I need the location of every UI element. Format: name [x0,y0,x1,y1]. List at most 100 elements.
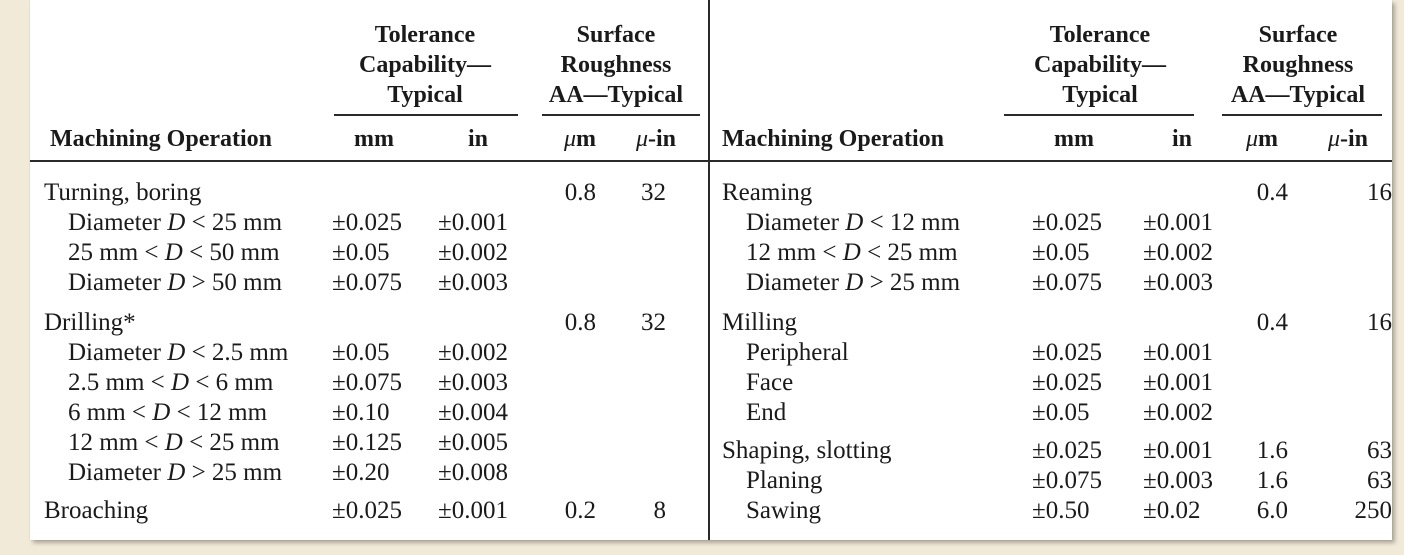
tolerance-in: ±0.002 [1143,239,1213,266]
col-header-operation: Machining Operation [722,126,945,152]
col-header-in: in [467,126,488,152]
operation-name: 6 mm < D < 12 mm [68,399,268,426]
mu-symbol: μ [1327,126,1341,152]
group-header-line: Capability— [1033,52,1167,78]
table-row: Diameter D < 25 mm ±0.025 ±0.001 [30,208,708,238]
operation-name: Drilling* [44,309,136,336]
tolerance-mm: ±0.075 [1032,269,1102,296]
tolerance-mm: ±0.50 [1032,497,1090,524]
table-row: Drilling* 0.8 32 [30,308,708,338]
tolerance-mm: ±0.025 [1032,369,1102,396]
unit-text: -in [648,126,677,152]
tolerance-mm: ±0.025 [332,209,402,236]
operation-name: Diameter D < 25 mm [68,209,283,236]
tolerance-mm: ±0.05 [332,339,390,366]
table-row: Broaching ±0.025 ±0.001 0.2 8 [30,496,708,526]
left-table-half: Tolerance Capability— Typical Surface Ro… [30,0,708,540]
operation-name: Reaming [722,179,813,206]
operation-name: Diameter D < 12 mm [746,209,961,236]
operation-name: Turning, boring [44,179,202,206]
table-row: Shaping, slotting ±0.025 ±0.001 1.6 63 [710,436,1392,466]
group-header-line: Tolerance [1049,22,1151,48]
group-header-line: Surface [1258,22,1338,48]
col-header-uin: μ-in [1316,124,1380,154]
operation-name: Face [746,369,794,396]
mu-symbol: μ [1245,126,1259,152]
operation-name: Diameter D > 25 mm [68,459,283,486]
operation-name: Planing [746,467,823,494]
roughness-uin: 32 [641,179,666,206]
table-row: Sawing ±0.50 ±0.02 6.0 250 [710,496,1392,526]
roughness-um: 0.4 [1256,309,1288,336]
tolerance-in: ±0.001 [438,497,508,524]
operation-name: Milling [722,309,798,336]
tolerance-group-header: Tolerance Capability— Typical [330,20,520,110]
tolerance-in: ±0.001 [1143,369,1213,396]
roughness-group-header: Surface Roughness AA—Typical [1208,20,1388,110]
roughness-uin: 250 [1354,497,1393,524]
table-row: 12 mm < D < 25 mm ±0.125 ±0.005 [30,428,708,458]
group-header-line: Typical [387,82,463,108]
col-header-in: in [1171,126,1192,152]
tolerance-in: ±0.001 [438,209,508,236]
tolerance-group-rule [334,114,518,116]
tolerance-in: ±0.002 [1143,399,1213,426]
operation-name: 12 mm < D < 25 mm [68,429,280,456]
roughness-group-header: Surface Roughness AA—Typical [526,20,706,110]
tolerance-mm: ±0.075 [1032,467,1102,494]
column-divider [708,0,710,540]
table-row: 2.5 mm < D < 6 mm ±0.075 ±0.003 [30,368,708,398]
group-header-line: Roughness [560,52,672,78]
right-table-half: Tolerance Capability— Typical Surface Ro… [710,0,1392,540]
mu-symbol: μ [635,126,649,152]
roughness-uin: 16 [1367,309,1392,336]
tolerance-in: ±0.001 [1143,339,1213,366]
operation-name: Diameter D < 2.5 mm [68,339,289,366]
table-row: 6 mm < D < 12 mm ±0.10 ±0.004 [30,398,708,428]
table-row: Diameter D < 12 mm ±0.025 ±0.001 [710,208,1392,238]
unit-text: m [576,126,597,152]
unit-text: -in [1340,126,1369,152]
tolerance-group-header: Tolerance Capability— Typical [1002,20,1198,110]
machining-tolerance-table: Tolerance Capability— Typical Surface Ro… [30,0,1392,540]
operation-name: 12 mm < D < 25 mm [746,239,958,266]
tolerance-in: ±0.003 [438,369,508,396]
roughness-um: 1.6 [1256,467,1288,494]
operation-name: End [746,399,787,426]
tolerance-mm: ±0.075 [332,369,402,396]
mu-symbol: μ [563,126,577,152]
operation-name: Peripheral [746,339,849,366]
operation-name: Diameter D > 50 mm [68,269,283,296]
group-header-line: Typical [1062,82,1138,108]
table-row: Face ±0.025 ±0.001 [710,368,1392,398]
tolerance-in: ±0.02 [1143,497,1201,524]
tolerance-in: ±0.008 [438,459,508,486]
roughness-um: 1.6 [1256,437,1288,464]
table-row: Diameter D > 25 mm ±0.075 ±0.003 [710,268,1392,298]
tolerance-in: ±0.005 [438,429,508,456]
roughness-uin: 32 [641,309,666,336]
tolerance-mm: ±0.10 [332,399,390,426]
table-row: Diameter D > 50 mm ±0.075 ±0.003 [30,268,708,298]
operation-name: Shaping, slotting [722,437,892,464]
group-header-line: AA—Typical [548,82,684,108]
table-row: End ±0.05 ±0.002 [710,398,1392,428]
tolerance-mm: ±0.05 [332,239,390,266]
roughness-um: 6.0 [1256,497,1288,524]
col-header-uin: μ-in [624,124,688,154]
header-rule [710,160,1392,162]
table-row: Peripheral ±0.025 ±0.001 [710,338,1392,368]
roughness-group-rule [542,114,700,116]
tolerance-in: ±0.002 [438,239,508,266]
tolerance-mm: ±0.025 [1032,339,1102,366]
col-header-mm: mm [354,126,394,152]
unit-text: m [1258,126,1279,152]
tolerance-in: ±0.003 [438,269,508,296]
tolerance-in: ±0.001 [1143,209,1213,236]
table-row: Diameter D < 2.5 mm ±0.05 ±0.002 [30,338,708,368]
table-row: Planing ±0.075 ±0.003 1.6 63 [710,466,1392,496]
group-header-line: AA—Typical [1230,82,1366,108]
col-header-operation: Machining Operation [50,126,273,152]
col-header-um: μm [1232,124,1292,154]
tolerance-mm: ±0.075 [332,269,402,296]
